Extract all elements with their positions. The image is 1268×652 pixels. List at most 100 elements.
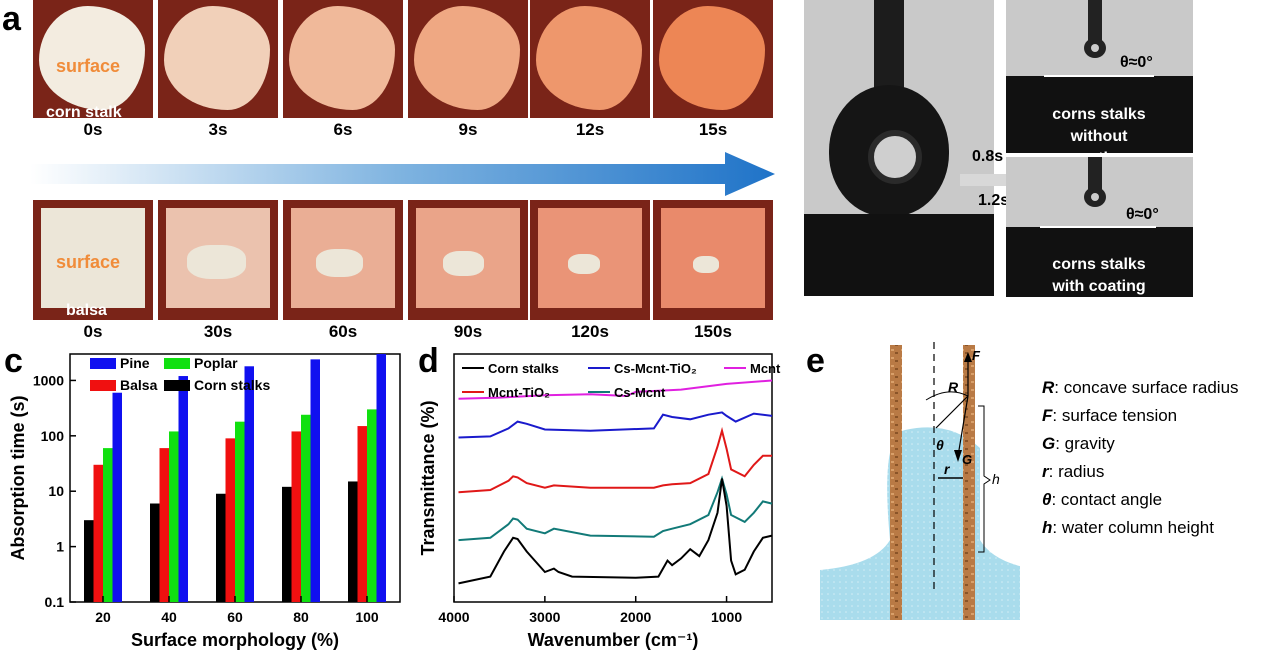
series-line-corn stalks [458, 478, 773, 585]
legend-row: F: surface tension [1042, 406, 1178, 425]
needle [874, 0, 904, 95]
bar-pine-20 [112, 392, 122, 602]
corn-stalk-label: corn stalk [46, 104, 122, 121]
corn-photo-9s [408, 0, 528, 118]
bar-pine-80 [310, 359, 320, 602]
plot-frame [453, 353, 773, 603]
svg-text:Pine: Pine [120, 355, 150, 371]
label-R: R [948, 379, 959, 395]
bar-balsa-100 [357, 426, 367, 602]
svg-text:Cs-Mcnt: Cs-Mcnt [614, 385, 666, 400]
balsa-photo-120s [530, 200, 650, 320]
surface-line-bottom [1040, 226, 1156, 228]
corn-stalk-sample [659, 6, 765, 110]
y-tick-label: 10 [48, 483, 64, 499]
bar-balsa-20 [93, 464, 103, 602]
legend-entry: Corn stalks [164, 377, 270, 393]
balsa-time-label: 120s [571, 322, 609, 341]
svg-text:Mcnt-TiO₂: Mcnt-TiO₂ [488, 385, 550, 400]
series-line-cs-mcnt [458, 475, 773, 542]
svg-text:Mcnt: Mcnt [750, 361, 781, 376]
balsa-time-label: 30s [203, 322, 233, 341]
label-h: h [992, 471, 1000, 487]
time-bottom: 1.2s [978, 192, 1010, 209]
legend-entry: Pine [90, 355, 150, 371]
legend-row: r: radius [1042, 462, 1105, 481]
legend-entry: Corn stalks [462, 361, 559, 376]
balsa-time-label: 90s [453, 322, 483, 341]
legend-entry: Balsa [90, 377, 158, 393]
x-axis-label: Surface morphology (%) [131, 630, 339, 650]
left-wood-wall [890, 345, 902, 620]
capillary-diagram: F R θ G r h [820, 342, 1020, 620]
bar-poplar-80 [301, 414, 311, 602]
bar-pine-40 [178, 376, 188, 602]
theta-top: θ≈0° [1120, 54, 1153, 71]
x-axis-label: Wavenumber (cm⁻¹) [528, 630, 699, 650]
x-tick-label: 100 [355, 609, 379, 625]
legend-row: R: concave surface radius [1042, 378, 1239, 397]
balsa-sample [166, 208, 270, 308]
legend-entry: Poplar [164, 355, 238, 371]
balsa-sample [41, 208, 145, 308]
bar-poplar-100 [367, 409, 377, 602]
caption-with-coating: corns stalks with coating [1052, 256, 1146, 295]
bar-corn-stalks-80 [282, 486, 292, 602]
y-axis-label: Transmittance (%) [418, 400, 438, 555]
bar-poplar-60 [235, 421, 245, 602]
right-wood-wall [963, 345, 975, 620]
x-tick-label: 80 [293, 609, 309, 625]
x-tick-label: 40 [161, 609, 177, 625]
balsa-time-label: 60s [328, 322, 358, 341]
x-tick-label: 4000 [438, 609, 469, 625]
corn-photo-0s [33, 0, 153, 118]
corn-stalk-sample [536, 6, 642, 110]
balsa-sample [291, 208, 395, 308]
balsa-time-label: 0s [83, 322, 103, 341]
svg-text:Corn stalks: Corn stalks [194, 377, 270, 393]
x-tick-label: 20 [95, 609, 111, 625]
legend-entry: Cs-Mcnt [588, 385, 666, 400]
bar-corn-stalks-100 [348, 481, 358, 602]
bar-pine-100 [376, 354, 386, 602]
legend-entry: Cs-Mcnt-TiO₂ [588, 361, 697, 376]
corn-stalk-sample [289, 6, 395, 110]
panel-a-letter: a [2, 0, 21, 38]
x-tick-label: 60 [227, 609, 243, 625]
photo-without-coating [1006, 0, 1193, 153]
corn-surface-label: surface [56, 56, 121, 76]
panel-c-letter: c [4, 342, 23, 380]
bar-balsa-80 [291, 431, 301, 602]
bar-poplar-40 [169, 431, 179, 602]
series-line-mcnt-tio2 [458, 426, 772, 494]
bar-pine-60 [244, 366, 254, 602]
svg-text:Balsa: Balsa [120, 377, 158, 393]
absorption-time-chart: 0.1 1 10 100 1000 20 40 60 80 100 Surface morpholo… [8, 353, 401, 650]
legend-row: G: gravity [1042, 434, 1115, 453]
legend-entry: Mcnt [724, 361, 781, 376]
svg-text:Cs-Mcnt-TiO₂: Cs-Mcnt-TiO₂ [614, 361, 697, 376]
y-tick-label: 1 [56, 539, 64, 555]
surface-line-top [1044, 75, 1154, 77]
corn-time-label: 15s [698, 120, 728, 139]
corn-photo-3s [158, 0, 278, 118]
label-r: r [944, 461, 951, 477]
balsa-photo-90s [408, 200, 528, 320]
series-line-cs-mcnt-tio2 [458, 411, 773, 439]
label-G: G [962, 452, 972, 467]
balsa-photo-60s [283, 200, 403, 320]
balsa-photo-150s [653, 200, 773, 320]
droplet-photo [804, 0, 994, 296]
label-theta: θ [936, 437, 944, 453]
balsa-surface-label: surface [56, 252, 121, 272]
legend-row: h: water column height [1042, 518, 1214, 537]
y-axis-label: Absorption time (s) [8, 395, 28, 560]
balsa-sample [538, 208, 642, 308]
bar-corn-stalks-60 [216, 493, 226, 602]
corn-stalk-sample [414, 6, 520, 110]
corn-time-label: 3s [208, 120, 228, 139]
time-top: 0.8s [972, 148, 1004, 165]
legend-row: θ: contact angle [1042, 490, 1163, 509]
balsa-label: balsa [66, 302, 107, 319]
photo-with-coating [1006, 157, 1193, 297]
